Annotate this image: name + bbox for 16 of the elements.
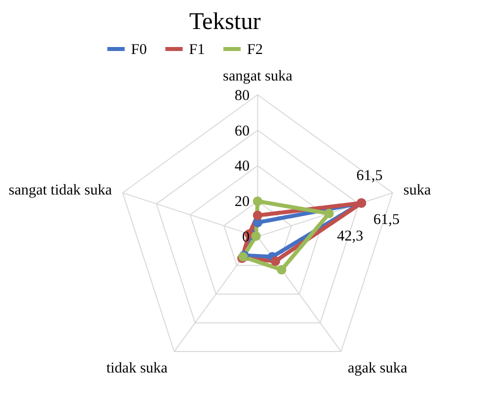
spoke-label: sangat suka (222, 68, 293, 84)
legend-label: F0 (131, 42, 147, 58)
data-label: 42,3 (337, 228, 364, 245)
y-tick-label: 40 (234, 158, 250, 175)
spoke-label: agak suka (348, 360, 408, 377)
spoke-label: tidak suka (106, 360, 168, 377)
spoke-label: sangat tidak suka (8, 182, 112, 198)
y-tick-label: 80 (234, 88, 250, 104)
chart-title: Tekstur (189, 9, 261, 35)
y-tick-label: 20 (234, 194, 250, 210)
legend-label: F1 (189, 42, 205, 58)
spoke-label: suka (403, 182, 432, 198)
y-tick-label: 60 (234, 123, 250, 140)
legend-label: F2 (247, 42, 263, 58)
data-label: 61,5 (356, 168, 383, 184)
data-label: 61,5 (373, 212, 400, 228)
